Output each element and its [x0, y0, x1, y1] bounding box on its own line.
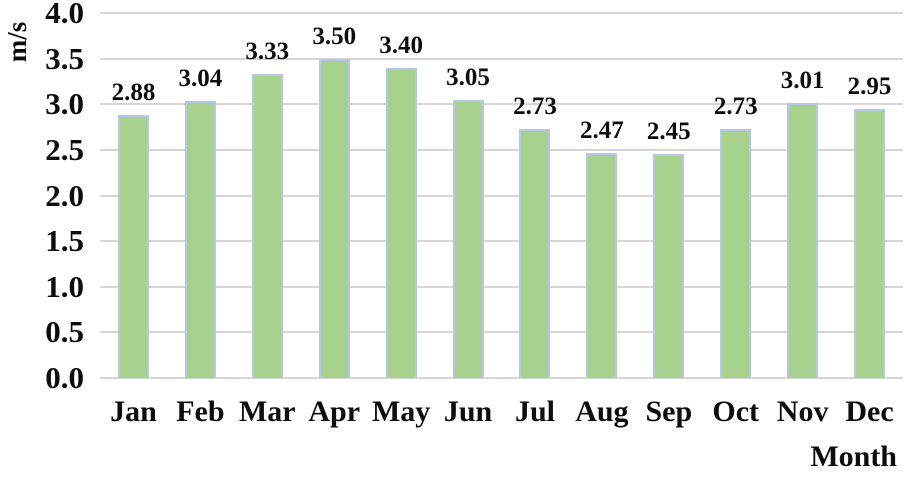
- bar-dec: [854, 108, 886, 378]
- bar-value-label: 2.88: [111, 79, 156, 107]
- gridline: [100, 240, 903, 243]
- x-tick-label-mar: Mar: [238, 395, 296, 428]
- gridline: [100, 285, 903, 288]
- gridline: [100, 331, 903, 334]
- y-tick-label: 2.0: [45, 177, 84, 213]
- x-tick-label-sep: Sep: [645, 395, 693, 428]
- y-tick-label: 3.5: [45, 40, 84, 76]
- y-tick-label: 1.0: [45, 268, 84, 304]
- x-tick-label-aug: Aug: [575, 395, 629, 428]
- x-tick-label-jan: Jan: [110, 395, 157, 428]
- bar-value-label: 2.45: [646, 118, 691, 146]
- x-axis-title: Month: [810, 440, 897, 473]
- bar-nov: [787, 103, 819, 378]
- y-tick-label: 4.0: [45, 0, 84, 30]
- gridline: [100, 194, 903, 197]
- x-tick-label-apr: Apr: [308, 395, 361, 428]
- x-tick-label-jun: Jun: [443, 395, 493, 428]
- bar-mar: [251, 74, 283, 378]
- y-tick-label: 2.5: [45, 131, 84, 167]
- y-tick-label: 0.0: [45, 360, 84, 395]
- bar-jun: [452, 99, 484, 378]
- y-tick-label: 3.0: [45, 86, 84, 122]
- gridline: [100, 57, 903, 60]
- y-tick-label: 1.5: [45, 223, 84, 259]
- bar-aug: [586, 152, 618, 378]
- gridline: [100, 103, 903, 106]
- bar-value-label: 3.33: [245, 38, 290, 66]
- bar-value-label: 3.05: [446, 63, 490, 91]
- x-tick-label-may: May: [371, 395, 431, 428]
- bar-oct: [720, 128, 752, 378]
- bar-value-label: 2.73: [713, 92, 758, 120]
- bar-feb: [184, 100, 216, 378]
- bar-apr: [318, 58, 350, 378]
- gridline: [100, 377, 903, 379]
- x-tick-label-jul: Jul: [514, 395, 555, 428]
- bar-value-label: 2.73: [513, 92, 557, 120]
- bar-may: [385, 67, 417, 378]
- bar-jul: [519, 128, 551, 378]
- bar-sep: [653, 154, 685, 378]
- x-tick-label-nov: Nov: [776, 395, 829, 428]
- bar-value-label: 3.40: [379, 31, 423, 59]
- gridline: [100, 12, 903, 14]
- bar-value-label: 2.95: [847, 72, 892, 100]
- bar-value-label: 3.04: [178, 64, 223, 92]
- x-tick-label-oct: Oct: [712, 395, 760, 428]
- bar-value-label: 3.50: [312, 22, 357, 50]
- gridline: [100, 148, 903, 151]
- y-tick-label: 0.5: [45, 314, 84, 350]
- bar-jan: [117, 115, 149, 378]
- x-tick-label-feb: Feb: [176, 395, 225, 428]
- x-tick-label-dec: Dec: [845, 395, 894, 428]
- bar-value-label: 2.47: [580, 116, 624, 144]
- bar-value-label: 3.01: [780, 67, 825, 95]
